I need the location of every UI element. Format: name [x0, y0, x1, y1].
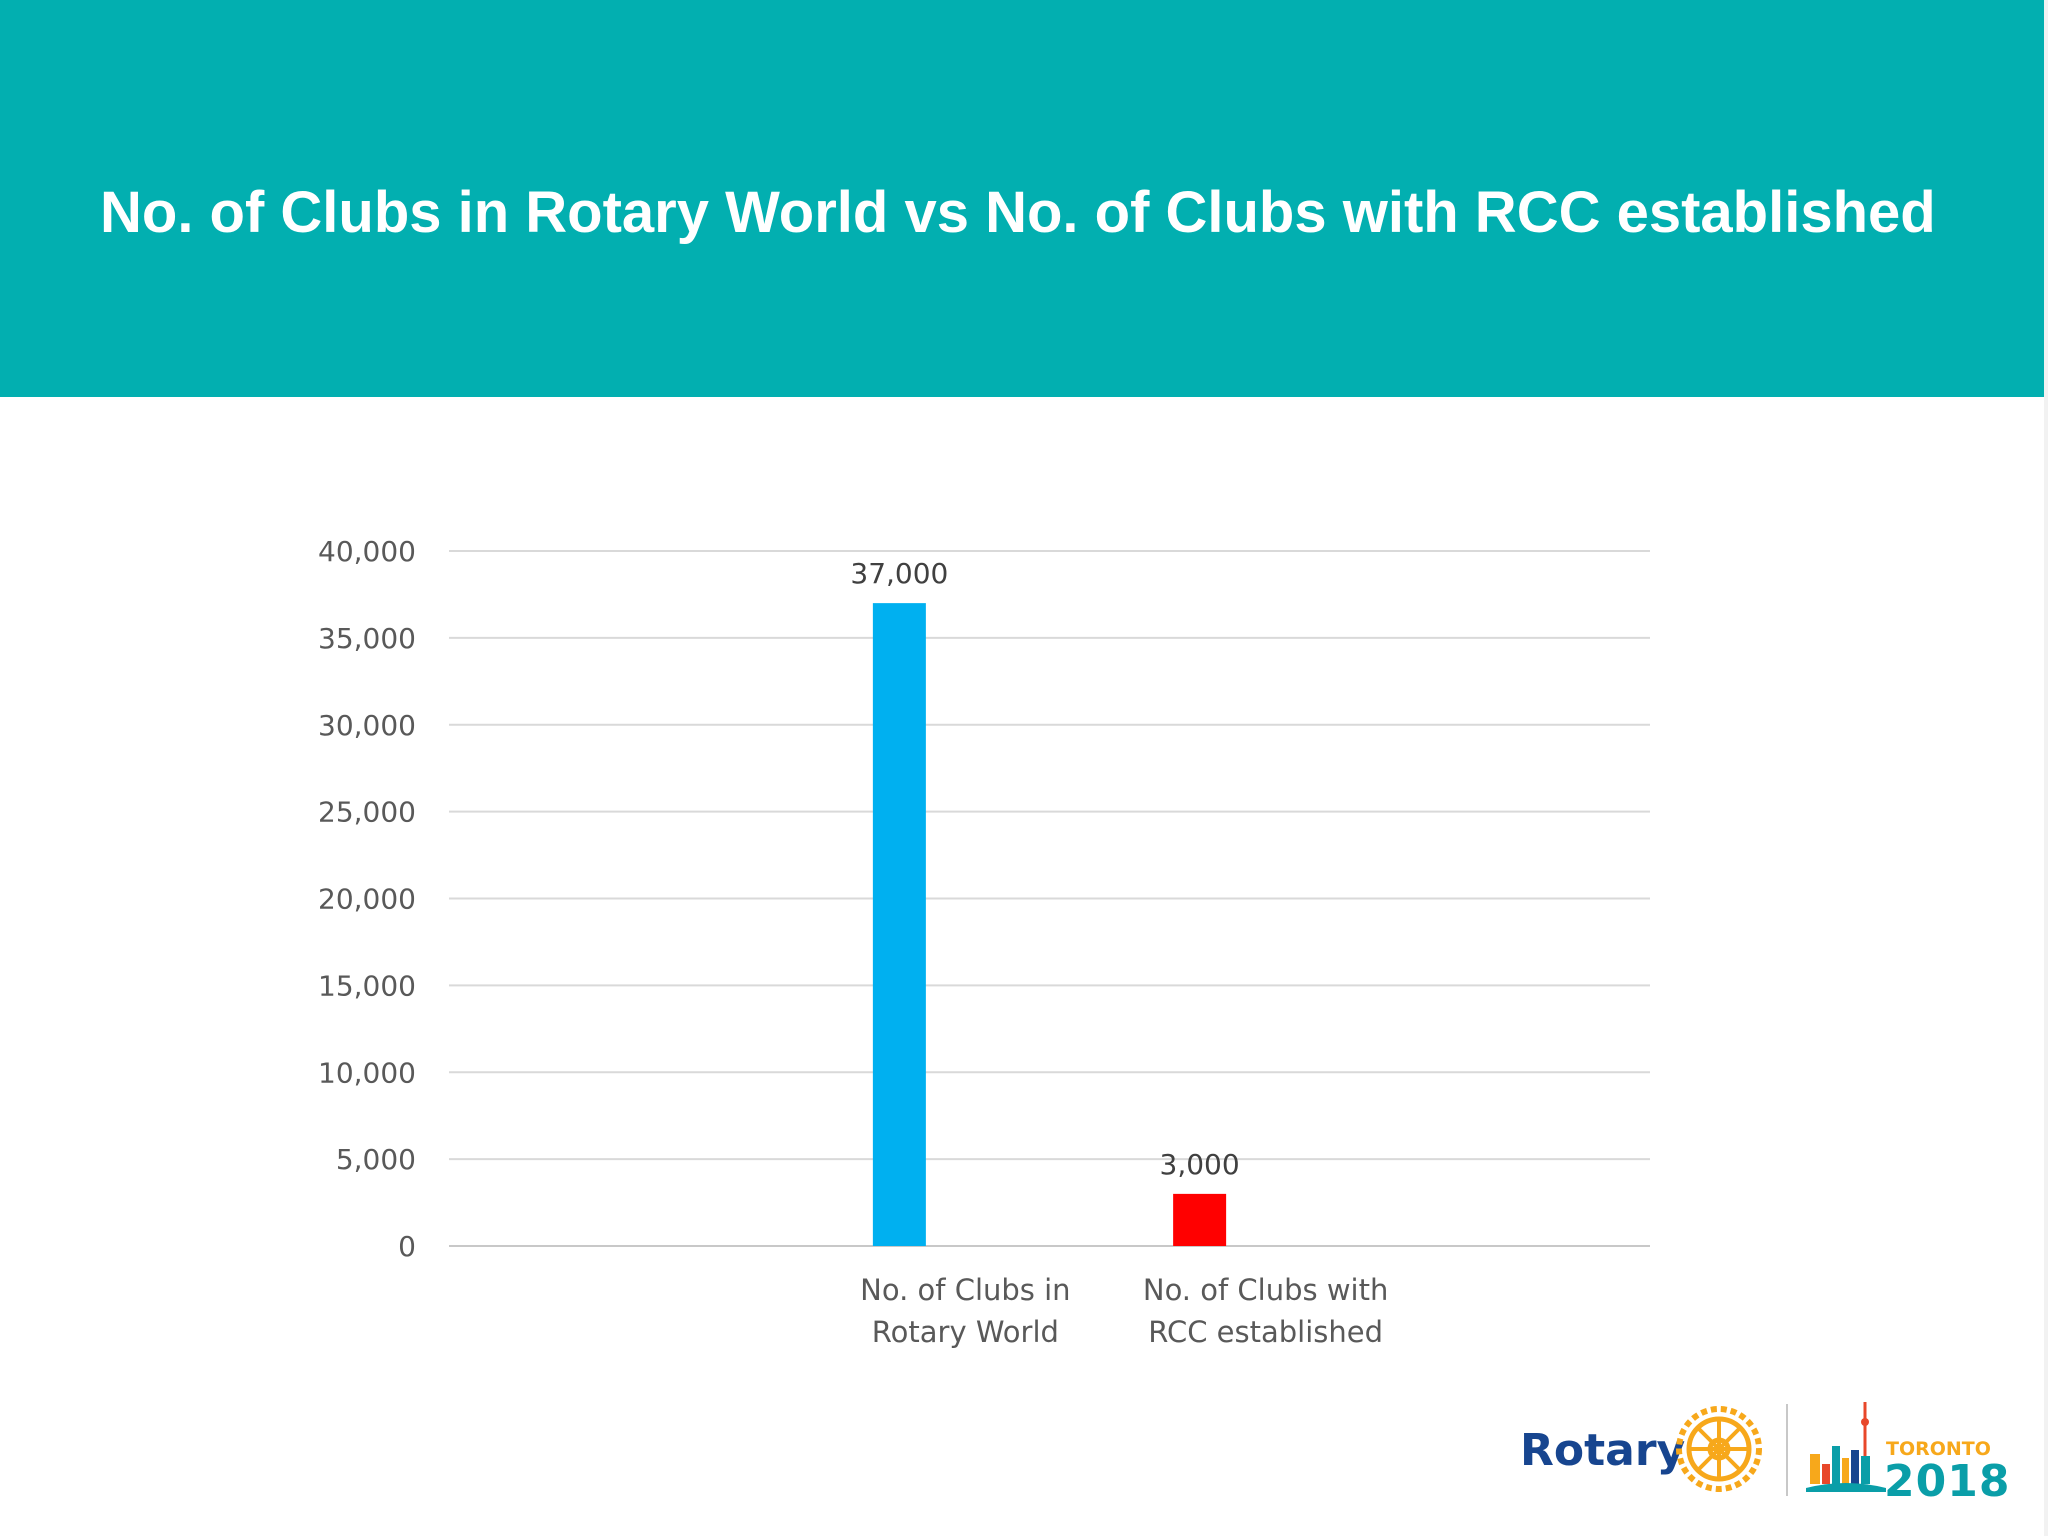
category-label: No. of Clubs in	[860, 1273, 1070, 1307]
category-label: No. of Clubs with	[1143, 1273, 1388, 1307]
logos: Rotary TORONTO 2018	[1510, 1390, 2030, 1510]
y-tick-label: 40,000	[318, 535, 416, 568]
title-banner: No. of Clubs in Rotary World vs No. of C…	[0, 0, 2044, 397]
logo-divider	[1786, 1404, 1788, 1496]
gridlines	[449, 550, 1650, 1247]
slide-title: No. of Clubs in Rotary World vs No. of C…	[100, 180, 1936, 245]
category-label: Rotary World	[872, 1315, 1059, 1349]
bars	[872, 603, 1227, 1246]
y-tick-label: 10,000	[318, 1056, 416, 1089]
y-tick-label: 25,000	[318, 796, 416, 829]
category-label: RCC established	[1148, 1315, 1383, 1349]
y-tick-label: 30,000	[318, 709, 416, 742]
data-labels: 37,000 3,000	[850, 557, 1239, 1181]
rotary-wordmark: Rotary	[1520, 1425, 1686, 1476]
rotary-wheel-icon	[1676, 1406, 1762, 1492]
data-label: 37,000	[850, 557, 948, 590]
toronto-wordmark: TORONTO	[1886, 1438, 1991, 1460]
y-tick-label: 20,000	[318, 883, 416, 916]
category-labels: No. of Clubs in Rotary World No. of Clubs …	[860, 1273, 1388, 1349]
toronto-skyline-icon	[1806, 1402, 1886, 1492]
year-wordmark: 2018	[1884, 1456, 2011, 1507]
right-edge-strip	[2044, 0, 2048, 1536]
y-tick-label: 15,000	[318, 969, 416, 1002]
y-tick-label: 35,000	[318, 622, 416, 655]
bar	[1173, 1193, 1227, 1246]
y-axis-tick-labels: 0 5,000 10,000 15,000 20,000 25,000 30,000 35,0…	[318, 535, 416, 1263]
y-tick-label: 5,000	[336, 1143, 416, 1176]
data-label: 3,000	[1160, 1148, 1240, 1181]
y-tick-label: 0	[398, 1230, 416, 1263]
bar	[872, 603, 926, 1246]
bar-chart: 0 5,000 10,000 15,000 20,000 25,000 30,000 35,0…	[318, 535, 1650, 1349]
